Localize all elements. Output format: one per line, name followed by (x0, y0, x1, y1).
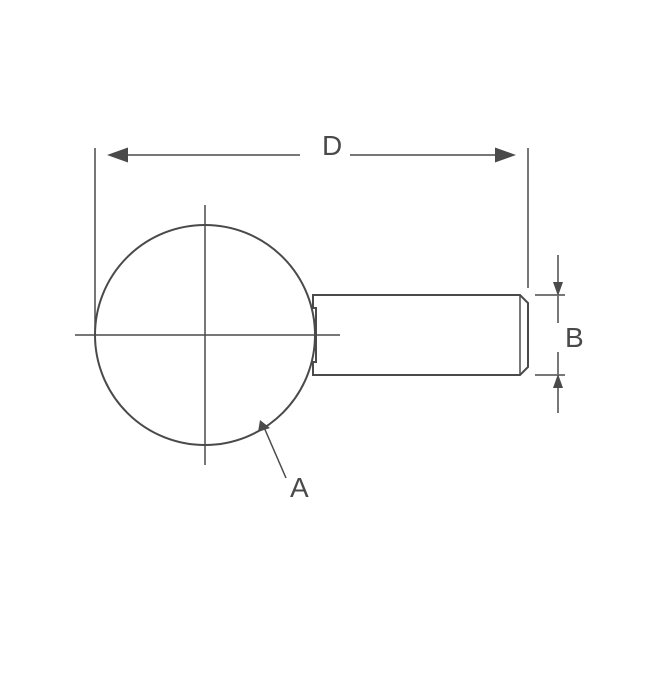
label-d: D (322, 130, 342, 162)
shank (313, 295, 528, 375)
label-a: A (290, 472, 309, 504)
dimension-b (535, 255, 565, 413)
label-b: B (565, 322, 584, 354)
diagram-container: D B A (0, 0, 670, 670)
dimension-a (258, 420, 286, 478)
